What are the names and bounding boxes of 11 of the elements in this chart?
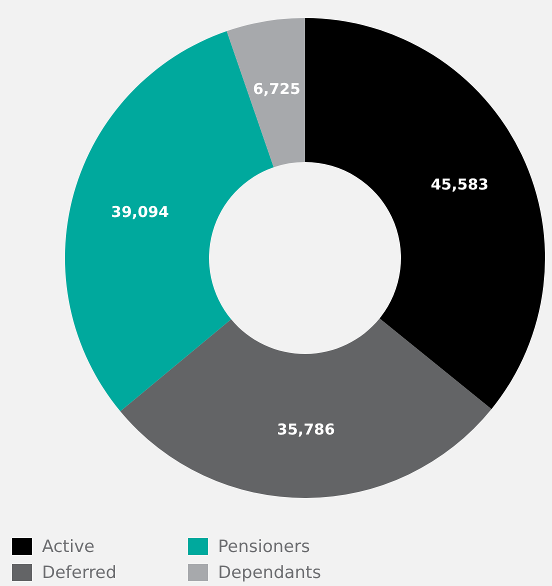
data-label: 35,786 — [277, 420, 335, 438]
data-label: 45,583 — [430, 175, 489, 194]
donut-slice — [226, 18, 305, 168]
donut-slice — [305, 18, 545, 410]
data-label: 6,725 — [252, 80, 300, 98]
data-label: 39,094 — [111, 202, 169, 221]
legend-label: Deferred — [42, 563, 117, 583]
donut-slice — [120, 318, 492, 498]
legend-label: Pensioners — [218, 537, 310, 557]
legend-label: Active — [42, 537, 95, 557]
legend-label: Dependants — [218, 563, 322, 583]
